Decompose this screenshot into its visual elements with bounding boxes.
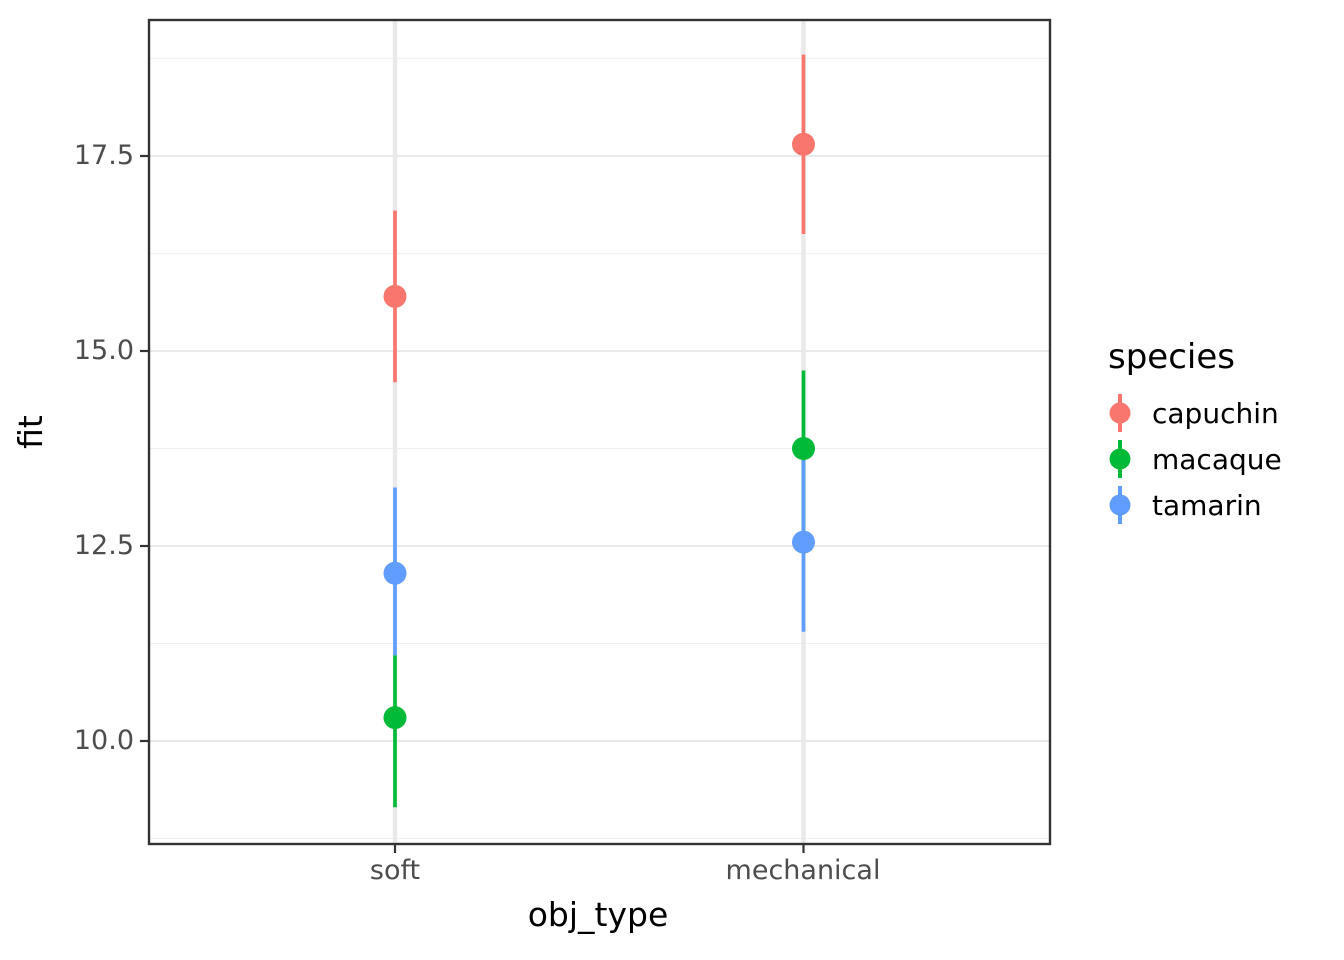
legend-label: macaque [1152, 442, 1282, 476]
x-axis-title: obj_type [527, 895, 669, 934]
legend-label: tamarin [1152, 488, 1262, 522]
point-tamarin-soft [383, 561, 407, 585]
point-capuchin-soft [383, 284, 407, 308]
y-tick-label: 10.0 [73, 725, 134, 756]
y-axis-title: fit [11, 415, 50, 449]
point-tamarin-mechanical [792, 530, 815, 554]
legend-entry-capuchin: capuchin [1108, 392, 1328, 434]
y-tick-label: 12.5 [73, 530, 134, 561]
x-tick-label-soft: soft [369, 855, 421, 886]
pointrange-key-icon [1108, 438, 1132, 480]
point-macaque-soft [383, 706, 407, 730]
x-tick-label-mechanical: mechanical [725, 855, 881, 886]
legend-title: species [1108, 337, 1235, 377]
legend-entry-macaque: macaque [1108, 438, 1328, 480]
panel-background [149, 20, 1050, 844]
y-tick-label: 17.5 [73, 140, 134, 171]
legend-label: capuchin [1152, 396, 1279, 430]
legend: species capuchin macaque tamarin [1108, 338, 1328, 530]
pointrange-key-icon [1108, 392, 1132, 434]
pointrange-key-icon [1108, 484, 1132, 526]
y-tick-label: 15.0 [73, 335, 134, 366]
panel-border [147, 18, 1052, 846]
point-macaque-mechanical [792, 437, 815, 460]
point-capuchin-mechanical [792, 132, 815, 156]
legend-entry-tamarin: tamarin [1108, 484, 1328, 526]
